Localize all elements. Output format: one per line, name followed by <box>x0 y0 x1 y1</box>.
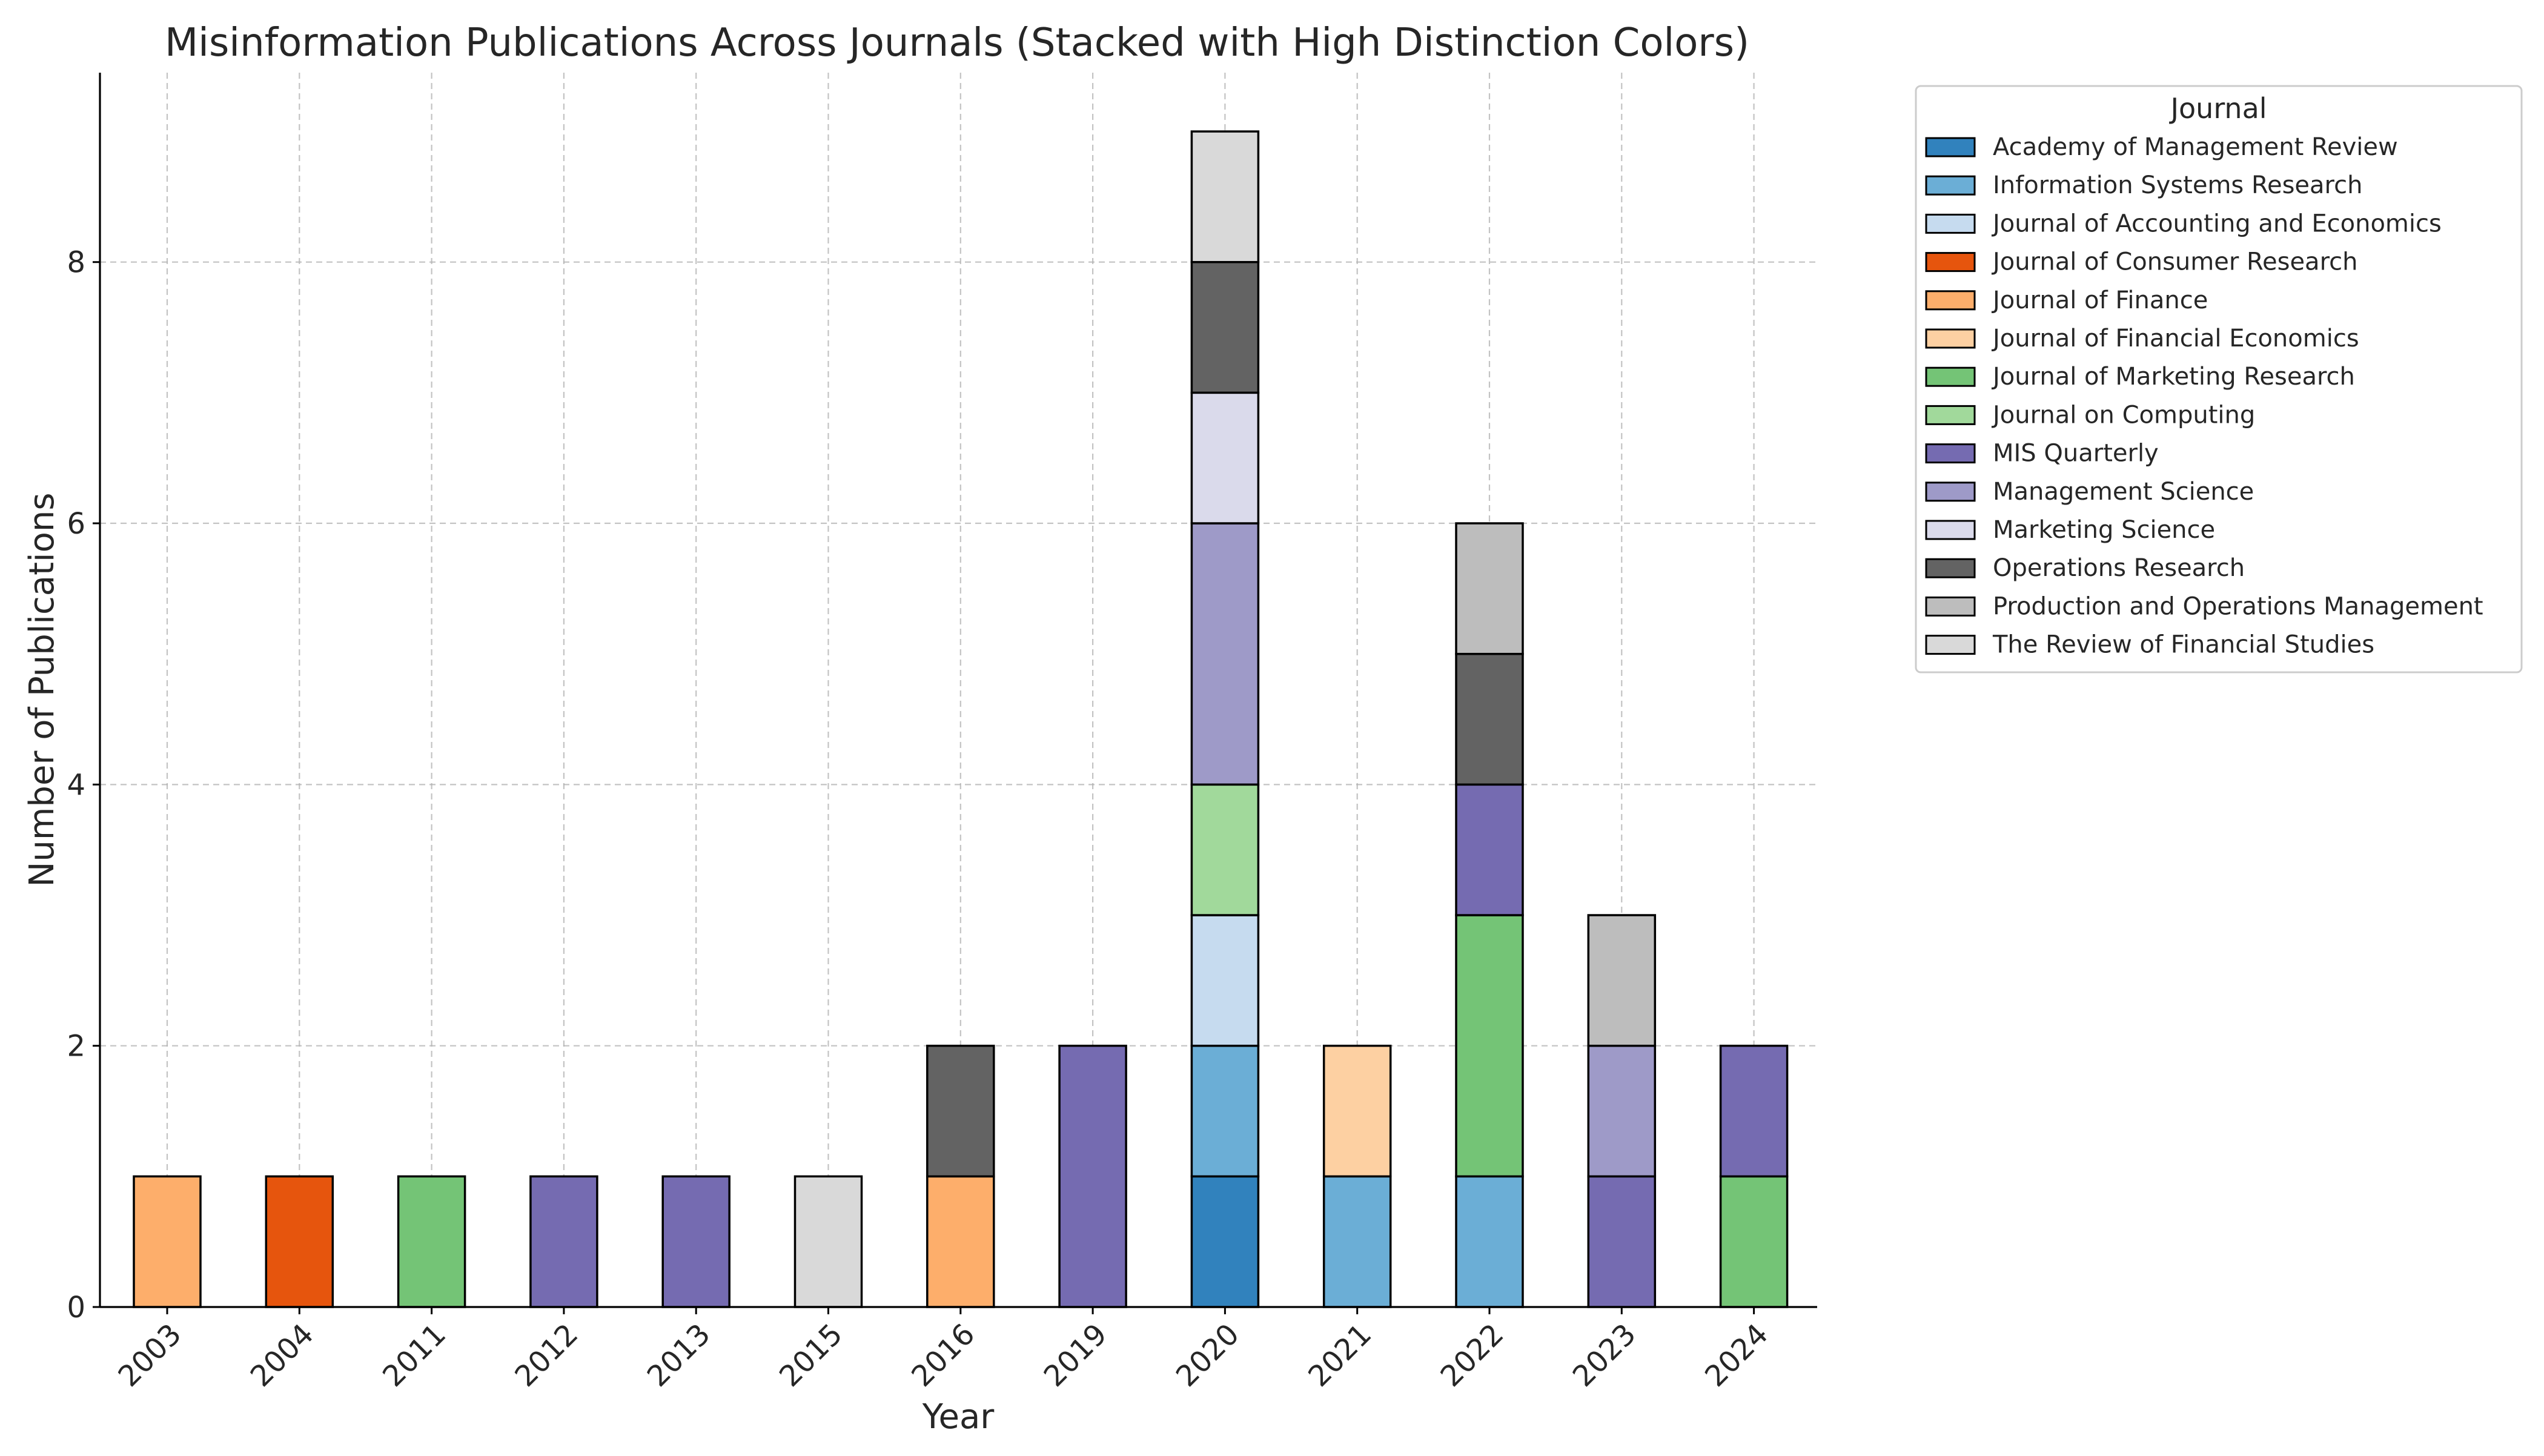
legend-label: The Review of Financial Studies <box>1992 631 2374 659</box>
chart-title: Misinformation Publications Across Journ… <box>165 21 1749 65</box>
bars: Academy of Management Review 2020: 1Info… <box>133 130 1789 1308</box>
bar-segment: Management Science 2023: 1 <box>1587 1044 1657 1178</box>
legend-label: Academy of Management Review <box>1993 133 2398 161</box>
bar-segment: Journal of Marketing Research 2022: 2 <box>1455 914 1524 1178</box>
bar-segment: Operations Research 2016: 1 <box>926 1044 995 1178</box>
bar-segment: MIS Quarterly 2023: 1 <box>1587 1175 1657 1308</box>
bar-segment: Information Systems Research 2020: 1 <box>1190 1044 1260 1178</box>
bar-segment: Journal of Financial Economics 2021: 1 <box>1322 1044 1392 1178</box>
x-tick-label: 2012 <box>508 1317 585 1394</box>
bar-segment: The Review of Financial Studies 2015: 1 <box>793 1175 863 1308</box>
y-axis-label: Number of Publications <box>22 492 62 887</box>
x-tick-label: 2024 <box>1698 1317 1775 1394</box>
legend-swatch <box>1925 405 1976 425</box>
bar-segment: MIS Quarterly 2012: 1 <box>529 1175 598 1308</box>
legend-swatch <box>1925 252 1976 273</box>
bar-segment: Marketing Science 2020: 1 <box>1190 391 1260 524</box>
legend-label: Information Systems Research <box>1993 171 2362 199</box>
x-tick-label: 2023 <box>1566 1317 1643 1394</box>
bar-segment: Journal on Computing 2020: 1 <box>1190 783 1260 916</box>
bar-segment: MIS Quarterly 2019: 2 <box>1058 1044 1127 1308</box>
y-tick-label: 6 <box>67 507 85 541</box>
x-tick-label: 2015 <box>773 1317 849 1394</box>
bar-segment: Journal of Accounting and Economics 2020… <box>1190 914 1260 1047</box>
x-tick-label: 2020 <box>1170 1317 1246 1394</box>
legend-swatch <box>1925 137 1976 157</box>
legend-swatch <box>1925 175 1976 196</box>
legend-label: Journal on Computing <box>1991 401 2255 429</box>
legend-swatch <box>1925 443 1976 464</box>
bar-segment: Information Systems Research 2022: 1 <box>1455 1175 1524 1308</box>
y-tick-label: 2 <box>67 1030 85 1064</box>
legend-label: Journal of Finance <box>1991 286 2208 314</box>
x-axis-label: Year <box>922 1397 995 1437</box>
bar-segment: Information Systems Research 2021: 1 <box>1322 1175 1392 1308</box>
bar-segment: Journal of Finance 2016: 1 <box>926 1175 995 1308</box>
x-tick-label: 2019 <box>1038 1317 1114 1394</box>
x-tick-label: 2013 <box>641 1317 717 1394</box>
legend-title: Journal <box>2168 92 2267 125</box>
bar-segment: Journal of Finance 2003: 1 <box>133 1175 202 1308</box>
legend-frame <box>1915 85 2523 673</box>
legend-items: Academy of Management Review Information … <box>1925 133 2483 659</box>
x-ticks: 2003 2004 2011 2012 2013 2015 2016 2019 2020 2021… <box>112 1307 1775 1394</box>
y-ticks: 0 2 4 6 8 <box>67 246 100 1325</box>
y-tick-label: 0 <box>67 1291 85 1325</box>
legend: Journal Academy of Management Review Info… <box>1915 85 2523 673</box>
bar-segment: Production and Operations Management 202… <box>1455 522 1524 655</box>
x-tick-label: 2016 <box>905 1317 981 1394</box>
y-tick-label: 4 <box>67 768 85 802</box>
legend-swatch <box>1925 635 1976 655</box>
x-tick-label: 2021 <box>1302 1317 1378 1394</box>
bar-segment: MIS Quarterly 2024: 1 <box>1719 1044 1789 1178</box>
legend-swatch <box>1925 558 1976 578</box>
bar-segment: MIS Quarterly 2022: 1 <box>1455 783 1524 916</box>
bar-segment: Operations Research 2020: 1 <box>1190 260 1260 394</box>
bar-segment: Academy of Management Review 2020: 1 <box>1190 1175 1260 1308</box>
bar-segment: The Review of Financial Studies 2020: 1 <box>1190 130 1260 263</box>
legend-swatch <box>1925 596 1976 617</box>
x-tick-label: 2004 <box>244 1317 320 1394</box>
bar-segment: MIS Quarterly 2013: 1 <box>661 1175 730 1308</box>
x-tick-label: 2011 <box>376 1317 452 1394</box>
legend-swatch <box>1925 290 1976 311</box>
x-tick-label: 2022 <box>1434 1317 1511 1394</box>
axes <box>99 73 1817 1308</box>
legend-label: Journal of Accounting and Economics <box>1991 210 2442 237</box>
legend-swatch <box>1925 481 1976 502</box>
bar-segment: Journal of Consumer Research 2004: 1 <box>265 1175 334 1308</box>
bar-segment: Journal of Marketing Research 2011: 1 <box>397 1175 466 1308</box>
bar-segment: Operations Research 2022: 1 <box>1455 652 1524 786</box>
x-tick-label: 2003 <box>112 1317 188 1394</box>
bar-segment: Journal of Marketing Research 2024: 1 <box>1719 1175 1789 1308</box>
bar-segment: Management Science 2020: 2 <box>1190 522 1260 786</box>
legend-swatch <box>1925 520 1976 540</box>
legend-swatch <box>1925 366 1976 387</box>
legend-label: Management Science <box>1993 478 2254 506</box>
legend-swatch <box>1925 328 1976 349</box>
legend-label: Journal of Marketing Research <box>1991 363 2355 391</box>
legend-label: Operations Research <box>1993 554 2245 582</box>
legend-label: Journal of Financial Economics <box>1991 325 2359 352</box>
legend-label: Production and Operations Management <box>1993 592 2483 620</box>
y-tick-label: 8 <box>67 246 85 280</box>
bar-segment: Production and Operations Management 202… <box>1587 914 1657 1047</box>
legend-swatch <box>1925 213 1976 234</box>
legend-label: Journal of Consumer Research <box>1991 248 2357 276</box>
legend-label: MIS Quarterly <box>1993 440 2159 468</box>
legend-label: Marketing Science <box>1993 516 2215 544</box>
